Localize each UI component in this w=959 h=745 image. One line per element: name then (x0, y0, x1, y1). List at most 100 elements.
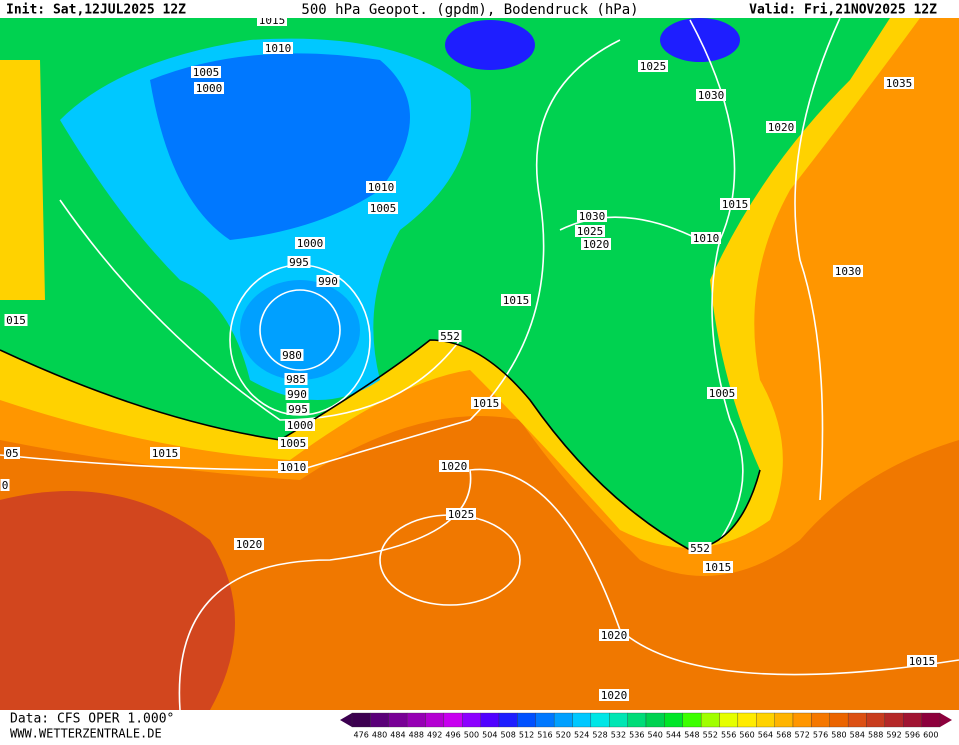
label-box (446, 508, 476, 520)
label-box (884, 77, 914, 89)
colorbar-label: 556 (721, 731, 736, 740)
colorbar-swatch (462, 712, 481, 728)
label-box (599, 629, 629, 641)
colorbar-swatch (553, 712, 573, 728)
isobar-label: 1025 (640, 60, 667, 73)
isobar-label: 552 (690, 542, 710, 555)
label-box (703, 561, 733, 573)
label-box (707, 387, 737, 399)
label-box (278, 437, 308, 449)
label-box (0, 479, 10, 491)
isobar-label: 1025 (448, 508, 475, 521)
colorbar-swatch (645, 712, 665, 728)
colorbar: 476 480 484 488 492 496 500 504 508 512 516 520 524 5… (340, 712, 952, 740)
label-box (688, 542, 712, 554)
colorbar-label: 600 (923, 731, 938, 740)
colorbar-label: 540 (648, 731, 663, 740)
label-box (720, 198, 750, 210)
isobar-label: 0 (2, 479, 9, 492)
label-box (907, 655, 937, 667)
field-red (0, 491, 235, 710)
colorbar-label: 564 (758, 731, 773, 740)
isobar-label: 1020 (768, 121, 795, 134)
colorbar-label: 520 (556, 731, 571, 740)
colorbar-arrow-right (940, 713, 952, 727)
label-box (4, 314, 28, 326)
isobar-label: 1010 (693, 232, 720, 245)
colorbar-label: 492 (427, 731, 442, 740)
colorbar-label: 524 (574, 731, 589, 740)
isobar-label: 1030 (698, 89, 725, 102)
data-source: Data: CFS OPER 1.000° (10, 712, 174, 727)
colorbar-label: 544 (666, 731, 681, 740)
colorbar-swatch (388, 712, 408, 728)
label-box (285, 388, 309, 400)
label-box (150, 447, 180, 459)
label-box (263, 42, 293, 54)
colorbar-label: 584 (850, 731, 865, 740)
colorbar-swatch (535, 712, 555, 728)
isobar-label: 1025 (577, 225, 604, 238)
isobar-label: 1000 (287, 419, 314, 432)
colorbar-swatch (829, 712, 849, 728)
colorbar-label: 516 (537, 731, 552, 740)
colorbar-swatch (351, 712, 371, 728)
colorbar-label: 568 (776, 731, 791, 740)
colorbar-swatch (719, 712, 739, 728)
isobar-label: 1005 (193, 66, 220, 79)
isobar-label: 1020 (601, 689, 628, 702)
label-box (638, 60, 668, 72)
colorbar-swatch (866, 712, 886, 728)
label-box (194, 82, 224, 94)
isobar-label: 1020 (441, 460, 468, 473)
colorbar-swatch (517, 712, 536, 728)
label-box (833, 265, 863, 277)
isobar-label: 990 (287, 388, 307, 401)
colorbar-swatch (627, 712, 647, 728)
isobar (178, 468, 959, 711)
label-box (366, 181, 396, 193)
colorbar-swatch (425, 712, 445, 728)
label-box (284, 373, 308, 385)
colorbar-label: 588 (868, 731, 883, 740)
label-box (599, 689, 629, 701)
label-box (696, 89, 726, 101)
colorbar-swatch (682, 712, 702, 728)
isobar-label: 1005 (280, 437, 307, 450)
valid-time: Valid: Fri,21NOV2025 12Z (749, 3, 937, 18)
isobar-label: 995 (288, 403, 308, 416)
isobar-label: 995 (289, 256, 309, 269)
isobar-label: 1015 (503, 294, 530, 307)
isobar-label: 1005 (709, 387, 736, 400)
label-box (280, 349, 304, 361)
label-box (439, 460, 469, 472)
colorbar-label: 592 (886, 731, 901, 740)
colorbar-label: 508 (501, 731, 516, 740)
isobar-label: 1020 (236, 538, 263, 551)
colorbar-swatch (792, 712, 812, 728)
colorbar-label: 552 (703, 731, 718, 740)
colorbar-label: 532 (611, 731, 626, 740)
colorbar-label: 596 (905, 731, 920, 740)
isobar-labels: 1015 1010 1005 1000 1025 1030 1020 1035 1010 1005… (0, 14, 937, 702)
colorbar-swatch (847, 712, 867, 728)
colorbar-swatch (903, 712, 922, 728)
colorbar-label: 576 (813, 731, 828, 740)
init-time: Init: Sat,12JUL2025 12Z (6, 3, 186, 18)
isobar-label: 1035 (886, 77, 913, 90)
field-low (240, 280, 360, 380)
isobar-label: 1015 (705, 561, 732, 574)
isobar (559, 216, 701, 241)
isobar (0, 39, 621, 471)
label-box (581, 238, 611, 250)
isobar-label: 1005 (370, 202, 397, 215)
label-box (368, 202, 398, 214)
label-box (471, 397, 501, 409)
isobar-label: 1015 (152, 447, 179, 460)
colorbar-swatch (700, 712, 720, 728)
colorbar-label: 528 (592, 731, 607, 740)
label-box (438, 330, 462, 342)
colorbar-swatch (811, 712, 830, 728)
colorbar-swatch (921, 712, 941, 728)
colorbar-label: 504 (482, 731, 497, 740)
